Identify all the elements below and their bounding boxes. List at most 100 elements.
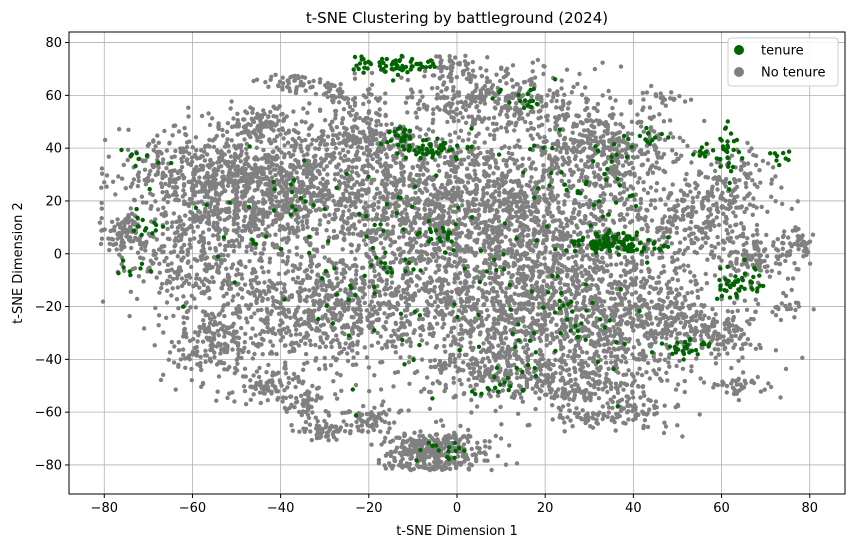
scatter-point xyxy=(563,192,568,197)
scatter-point xyxy=(461,157,467,162)
scatter-point xyxy=(102,180,107,185)
scatter-point xyxy=(340,258,345,263)
scatter-point xyxy=(206,227,212,232)
scatter-point xyxy=(424,283,429,288)
scatter-point xyxy=(654,181,660,186)
scatter-point xyxy=(290,268,296,274)
scatter-point xyxy=(496,274,501,280)
scatter-point xyxy=(443,312,448,318)
scatter-point xyxy=(490,154,495,159)
scatter-point xyxy=(247,259,252,264)
scatter-point xyxy=(487,252,493,257)
scatter-point xyxy=(527,156,532,161)
scatter-point xyxy=(409,270,414,276)
scatter-point xyxy=(398,355,403,360)
scatter-point xyxy=(442,337,447,342)
scatter-point xyxy=(467,149,472,154)
scatter-point xyxy=(594,216,600,221)
scatter-point xyxy=(424,215,429,221)
scatter-point xyxy=(253,245,258,250)
scatter-point xyxy=(440,215,446,220)
scatter-point xyxy=(446,257,452,262)
scatter-point xyxy=(524,342,530,348)
scatter-point xyxy=(451,325,457,330)
scatter-point xyxy=(359,229,364,235)
scatter-point xyxy=(244,249,249,254)
scatter-point xyxy=(203,144,208,149)
scatter-point xyxy=(397,235,402,240)
scatter-point xyxy=(437,202,442,207)
scatter-point xyxy=(440,137,445,142)
scatter-point xyxy=(426,127,431,132)
scatter-point xyxy=(425,375,430,380)
scatter-point xyxy=(555,156,560,162)
scatter-point xyxy=(617,217,623,223)
scatter-point xyxy=(272,137,277,142)
scatter-point xyxy=(553,357,558,363)
scatter-point xyxy=(537,198,542,203)
scatter-point xyxy=(636,212,641,217)
scatter-point xyxy=(216,333,221,338)
scatter-point xyxy=(432,248,438,253)
scatter-point xyxy=(547,210,553,215)
scatter-point xyxy=(417,134,422,139)
scatter-point xyxy=(513,284,519,290)
scatter-point xyxy=(587,297,593,302)
scatter-point xyxy=(533,264,539,269)
scatter-point xyxy=(406,408,411,413)
scatter-point xyxy=(579,313,584,318)
scatter-point xyxy=(300,226,306,232)
scatter-point xyxy=(411,220,416,225)
scatter-point xyxy=(341,261,346,266)
scatter-point xyxy=(337,351,342,356)
scatter-point xyxy=(253,155,258,160)
scatter-point xyxy=(568,233,573,239)
scatter-point xyxy=(165,199,170,205)
scatter-point xyxy=(577,209,582,215)
scatter-point xyxy=(598,203,603,208)
scatter-point xyxy=(658,352,663,357)
scatter-point xyxy=(439,205,444,210)
scatter-point xyxy=(341,275,347,280)
scatter-point xyxy=(504,158,510,163)
scatter-point xyxy=(370,156,375,162)
scatter-point xyxy=(314,249,320,254)
scatter-point xyxy=(632,173,637,178)
scatter-point xyxy=(599,209,605,214)
scatter-point xyxy=(506,270,511,276)
scatter-point xyxy=(351,355,356,360)
scatter-point xyxy=(266,269,271,274)
scatter-point xyxy=(164,166,169,171)
scatter-point xyxy=(472,168,477,173)
scatter-point xyxy=(497,112,503,117)
scatter-point xyxy=(507,303,512,308)
scatter-point xyxy=(490,202,495,207)
scatter-point xyxy=(588,286,593,292)
scatter-point xyxy=(492,336,497,341)
scatter-point xyxy=(498,202,503,207)
scatter-point xyxy=(329,260,334,265)
scatter-point xyxy=(463,120,469,126)
scatter-point xyxy=(283,190,289,195)
scatter-point xyxy=(390,311,396,317)
scatter-point xyxy=(299,119,304,124)
scatter-point xyxy=(197,175,202,180)
scatter-point xyxy=(649,328,654,333)
scatter-point xyxy=(264,306,270,312)
scatter-point xyxy=(309,269,314,274)
scatter-point xyxy=(554,227,559,232)
scatter-point xyxy=(324,164,330,169)
scatter-point xyxy=(459,344,464,349)
scatter-point xyxy=(205,175,210,180)
scatter-point xyxy=(650,170,656,175)
scatter-point xyxy=(517,265,523,270)
scatter-point xyxy=(525,233,530,238)
scatter-point xyxy=(484,316,489,322)
scatter-point xyxy=(299,219,305,224)
scatter-point xyxy=(469,323,474,328)
scatter-point xyxy=(553,196,558,201)
scatter-point xyxy=(264,156,269,161)
scatter-point xyxy=(334,276,339,281)
scatter-point xyxy=(624,262,629,267)
scatter-point xyxy=(155,133,160,138)
